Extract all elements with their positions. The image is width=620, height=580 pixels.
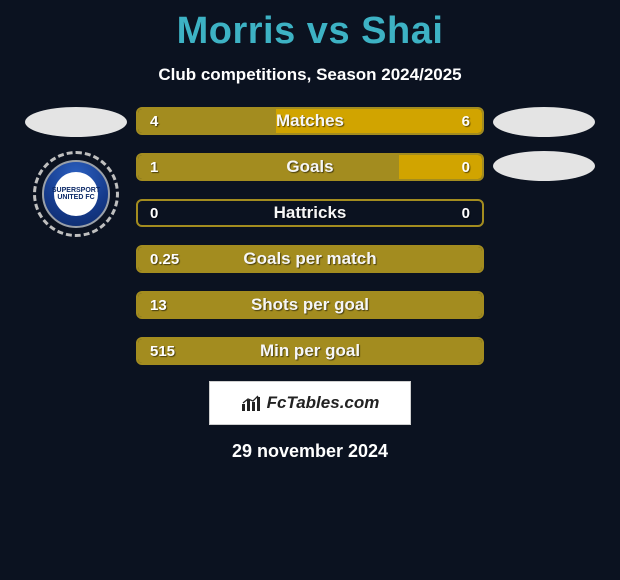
stat-value-left: 0.25 (150, 247, 179, 271)
stat-row: 10Goals (136, 153, 484, 181)
left-club-badge: SUPERSPORT UNITED FC (33, 151, 119, 237)
stat-row: 0 0Hattricks (136, 199, 484, 227)
comparison-panel: SUPERSPORT UNITED FC 46Matches10Goals00H… (0, 107, 620, 365)
comparison-bars: 46Matches10Goals00Hattricks0.25Goals per… (136, 107, 484, 365)
right-player-column (490, 107, 598, 365)
stat-value-left: 515 (150, 339, 175, 363)
branding-badge: FcTables.com (209, 381, 411, 425)
stat-row: 515Min per goal (136, 337, 484, 365)
stat-row: 13Shots per goal (136, 291, 484, 319)
stat-value-left: 4 (150, 109, 158, 133)
left-player-photo-placeholder (25, 107, 127, 137)
stat-value-left: 13 (150, 293, 167, 317)
left-club-badge-inner: SUPERSPORT UNITED FC (42, 160, 110, 228)
stat-value-left: 1 (150, 155, 158, 179)
left-player-column: SUPERSPORT UNITED FC (22, 107, 130, 365)
page-subtitle: Club competitions, Season 2024/2025 (0, 65, 620, 85)
right-player-photo-placeholder (493, 107, 595, 137)
stat-fill-left (138, 339, 482, 363)
right-club-badge-placeholder (493, 151, 595, 181)
branding-text: FcTables.com (267, 393, 380, 413)
chart-icon (241, 394, 263, 412)
title-vs: vs (296, 10, 361, 52)
stat-row: 0.25Goals per match (136, 245, 484, 273)
stat-fill-right (276, 109, 482, 133)
stat-value-right: 0 (462, 201, 470, 225)
stat-value-right: 6 (462, 109, 470, 133)
title-right-player: Shai (361, 10, 443, 52)
title-left-player: Morris (177, 10, 296, 52)
stat-value-right: 0 (462, 155, 470, 179)
stat-fill-left (138, 247, 482, 271)
left-club-badge-text: SUPERSPORT UNITED FC (54, 172, 98, 216)
stat-row: 46Matches (136, 107, 484, 135)
page-title: Morris vs Shai (0, 0, 620, 53)
stat-fill-left (138, 109, 276, 133)
stat-fill-left (138, 293, 482, 317)
stat-label: Hattricks (138, 201, 482, 225)
stat-fill-left (138, 155, 399, 179)
stat-value-left: 0 (150, 201, 158, 225)
footer-date: 29 november 2024 (0, 441, 620, 462)
